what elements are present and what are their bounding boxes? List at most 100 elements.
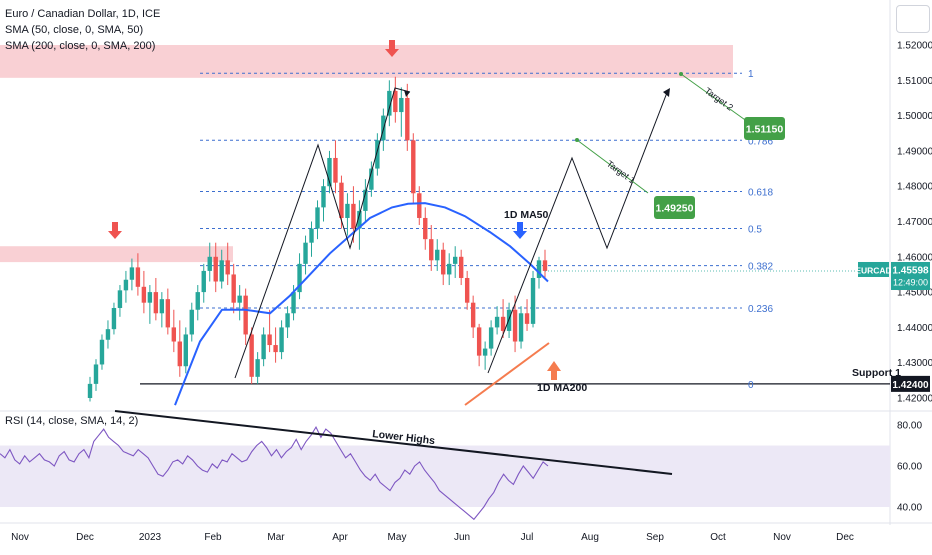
sma50-line [174, 202, 549, 406]
candle-body [147, 292, 153, 303]
candle-body [309, 228, 314, 243]
candle-body [405, 97, 410, 141]
time-tick-label: Apr [332, 532, 348, 543]
symbol-tag [858, 261, 889, 277]
candle-body [177, 341, 183, 367]
price-tick-label: 1.51000 [897, 76, 932, 87]
price-tick-label: 1.43000 [897, 358, 932, 369]
rsi-tick-label: 80.00 [897, 421, 922, 432]
time-tick-label: Nov [11, 532, 29, 543]
candle-body [452, 256, 458, 264]
time-axis: Nov Dec 2023 Feb Mar Apr May Jun Jul Aug Sep Oct Nov… [11, 532, 854, 543]
candle-body [399, 97, 404, 113]
candle-body [429, 239, 434, 261]
target-price-box [744, 117, 785, 140]
fib-level-label: 0.236 [748, 304, 773, 315]
candle-body [321, 186, 326, 208]
candle-body [237, 295, 242, 303]
rsi-tick-label: 40.00 [897, 503, 922, 514]
candle-body [165, 299, 171, 328]
candle-body [213, 256, 218, 282]
candle-body [135, 267, 141, 287]
sma50-path [174, 202, 549, 406]
price-tick-label: 1.49000 [897, 146, 932, 157]
support-label: Support 1 [852, 367, 901, 379]
candle-body [207, 256, 212, 271]
rsi-lower-highs-trendline [114, 410, 673, 475]
price-tick-label: 1.47000 [897, 217, 932, 228]
target-1-line [576, 139, 649, 194]
time-tick-label: Sep [646, 532, 664, 543]
candle-body [423, 217, 428, 240]
fib-level-label: 0 [748, 380, 754, 391]
candle-body [171, 327, 177, 342]
price-tick-label: 1.42000 [897, 394, 932, 405]
price-tick-label: 1.46000 [897, 252, 932, 263]
sma200-legend: SMA (200, close, 0, SMA, 200) [5, 40, 156, 52]
price-tick-label: 1.52000 [897, 41, 932, 52]
sell-arrow-left [108, 222, 122, 239]
candle-body [153, 292, 159, 314]
candle-body [458, 256, 464, 278]
ma200-arrow-icon [547, 361, 561, 380]
candle-body [129, 267, 135, 280]
candle-body [512, 309, 518, 342]
ma200-line [464, 342, 550, 406]
candle-body [183, 334, 188, 367]
fib-level-label: 0.382 [748, 262, 773, 273]
candle-body [327, 157, 332, 187]
candle-body [189, 309, 194, 335]
candle-body [351, 203, 356, 229]
sma50-legend: SMA (50, close, 0, SMA, 50) [5, 24, 144, 36]
time-tick-label: Oct [710, 532, 726, 543]
candle-body [225, 260, 230, 275]
impulse-path [234, 87, 411, 379]
candle-body [279, 327, 284, 353]
rsi-tick-label: 60.00 [897, 462, 922, 473]
candle-body [488, 327, 494, 349]
candle-body [105, 329, 111, 340]
candle-body [411, 140, 416, 194]
candle-body [435, 249, 440, 261]
ma200-annotation: 1D MA200 [537, 382, 587, 394]
candle-body [141, 286, 147, 303]
chart-settings-button[interactable] [896, 5, 930, 33]
chart-legend: Euro / Canadian Dollar, 1D, ICE SMA (50,… [5, 6, 160, 54]
candle-body [447, 263, 452, 275]
candle-body [303, 242, 308, 264]
rsi-line [0, 425, 549, 521]
fib-level-label: 0.5 [748, 225, 762, 236]
candle-body [273, 345, 278, 353]
rsi-legend: RSI (14, close, SMA, 14, 2) [5, 415, 139, 427]
candle-body [369, 168, 374, 190]
candle-body [393, 90, 398, 113]
candle-body [87, 383, 93, 398]
symbol-title: Euro / Canadian Dollar, 1D, ICE [5, 8, 161, 20]
time-tick-label: Aug [581, 532, 599, 543]
candle-body [231, 274, 236, 303]
resistance-zone-lower [0, 246, 233, 263]
price-tick-label: 1.44000 [897, 323, 932, 334]
resistance-zones [0, 45, 733, 263]
time-tick-label: 2023 [139, 532, 162, 543]
fibonacci-retracement: 1 0.786 0.618 0.5 0.382 0.236 0 [140, 69, 890, 391]
candle-body [99, 339, 105, 365]
candlestick-series [87, 76, 548, 402]
candle-body [123, 279, 129, 291]
current-price-box [891, 261, 930, 290]
candle-body [249, 334, 254, 377]
candle-body [375, 140, 380, 169]
candle-body [339, 182, 344, 218]
current-time-text: 12:49:00 [893, 277, 928, 287]
candle-body [500, 316, 506, 331]
current-price-text: 1.45598 [892, 265, 929, 276]
target-1-dot [575, 138, 579, 142]
candle-body [111, 307, 117, 330]
candle-body [315, 207, 320, 229]
price-tick-label: 1.50000 [897, 111, 932, 122]
candle-body [291, 292, 296, 314]
fib-level-label: 0.618 [748, 187, 773, 198]
candle-body [261, 334, 266, 360]
candle-body [117, 290, 123, 308]
